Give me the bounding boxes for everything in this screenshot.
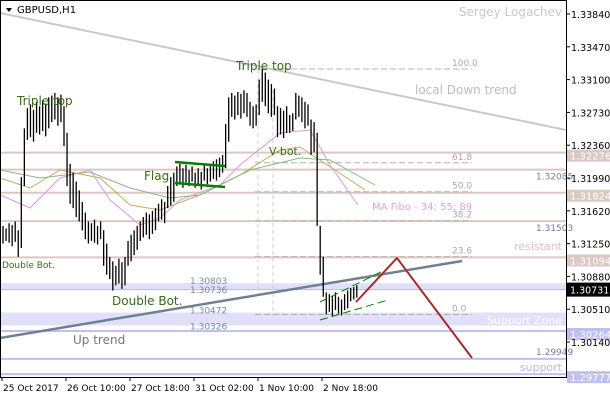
price-level-box: [567, 328, 610, 341]
moving-average-line: [0, 129, 359, 226]
pattern-label: V-bot.: [269, 145, 301, 158]
y-tick-label: 1.33840: [571, 10, 610, 21]
fibo-level-label: 61.8: [452, 153, 472, 163]
dropdown-triangle-icon[interactable]: [6, 8, 12, 12]
symbol-title: GBPUSD,H1: [17, 5, 76, 16]
fibo-level-label: 0.0: [452, 305, 467, 315]
price-level-label: 1.29777: [570, 373, 610, 384]
x-tick-label: 1 Nov 10:00: [259, 384, 314, 394]
pattern-label: Flag: [144, 169, 169, 183]
flag-bottom-line: [174, 181, 226, 189]
trend-label: local Down trend: [415, 83, 517, 97]
x-tick-label: 27 Oct 18:00: [131, 384, 190, 394]
price-level-box: [567, 371, 610, 384]
fibo-level-label: 38.2: [452, 211, 472, 221]
y-tick-label: 1.32730: [571, 108, 610, 119]
zone-top-label: 1.30803: [190, 277, 227, 287]
y-tick-label: 1.31620: [571, 207, 610, 218]
pattern-label: Double Bot.: [112, 294, 182, 308]
moving-average-line: [0, 157, 376, 199]
indicator-label: MA Fibo - 34; 55; 89: [372, 202, 472, 213]
pattern-label: Triple top: [16, 94, 73, 108]
y-tick-label: 1.31990: [571, 174, 610, 185]
flag-top-line: [174, 160, 226, 168]
x-tick-label: 2 Nov 18:00: [323, 384, 378, 394]
channel-top-line: [319, 269, 386, 303]
support-zone-band: [0, 283, 566, 290]
price-level-box: [567, 254, 610, 267]
price-level-label: 1.30264: [570, 330, 610, 341]
moving-average-line: [0, 146, 366, 211]
fibo-level-label: 23.6: [452, 247, 472, 257]
zone-bottom-label: 1.30326: [190, 323, 227, 333]
y-tick-label: 1.33100: [571, 76, 610, 87]
price-level-label: 1.32276: [570, 152, 610, 163]
level-label: support: [520, 361, 563, 374]
x-tick-label: 31 Oct 02:00: [195, 384, 254, 394]
price-level-label: 1.31824: [570, 192, 610, 203]
current-price-box: [567, 282, 610, 297]
pattern-label: Double Bot.: [2, 261, 55, 271]
fibo-level-label: 100.0: [452, 59, 478, 69]
price-level-box: [567, 149, 610, 162]
y-tick-label: 1.32360: [571, 141, 610, 152]
level-label: resistant: [514, 240, 563, 253]
price-level-label: 1.32085: [536, 173, 573, 183]
zone-bottom-label: 1.30736: [190, 286, 227, 296]
y-tick-label: 1.30510: [571, 305, 610, 316]
trend-label: Up trend: [73, 333, 125, 347]
price-level-label: 1.31503: [536, 224, 573, 234]
level-label: Support Zone: [487, 314, 562, 327]
current-price-label: 1.30731: [570, 286, 609, 297]
projection-zigzag: [355, 256, 473, 359]
price-level-box: [567, 189, 610, 202]
x-tick-label: 25 Oct 2017: [3, 384, 59, 394]
pattern-label: Triple top: [235, 59, 292, 73]
fibo-level-label: 50.0: [452, 182, 472, 192]
author-watermark: Sergey Logachev: [459, 5, 562, 19]
y-tick-label: 1.30880: [571, 272, 610, 283]
x-tick-label: 26 Oct 10:00: [67, 384, 126, 394]
support-zone-band: [0, 312, 566, 326]
y-tick-label: 1.31250: [571, 240, 610, 251]
price-level-label: 1.29949: [536, 348, 573, 358]
up-trend-line: [0, 259, 463, 340]
y-tick-label: 1.30140: [571, 338, 610, 349]
price-level-label: 1.31094: [570, 256, 610, 267]
y-tick-label: 1.33470: [571, 43, 610, 54]
zone-top-label: 1.30472: [190, 307, 227, 317]
down-trend-line: [0, 12, 567, 131]
plot-frame: [0, 0, 567, 378]
